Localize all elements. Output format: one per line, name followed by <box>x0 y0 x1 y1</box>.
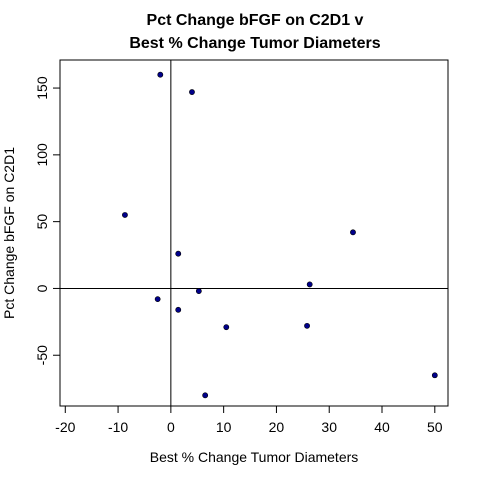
y-tick-label: 150 <box>34 76 50 100</box>
x-tick-label: 30 <box>321 419 337 435</box>
data-point <box>350 229 356 236</box>
chart-title-line-2: Best % Change Tumor Diameters <box>129 35 380 52</box>
x-tick-label: 50 <box>427 419 443 435</box>
x-tick-label: 40 <box>374 419 390 435</box>
x-axis-label: Best % Change Tumor Diameters <box>150 449 359 465</box>
x-tick-label: 0 <box>167 419 175 435</box>
y-axis-label: Pct Change bFGF on C2D1 <box>1 147 17 319</box>
y-tick-label: 0 <box>34 284 50 292</box>
reference-lines <box>60 60 448 406</box>
x-tick-label: -10 <box>108 419 128 435</box>
x-axis: -20 -10 0 10 20 30 40 50 <box>55 405 443 435</box>
y-tick-label: 50 <box>34 214 50 230</box>
y-axis: -50 0 50 100 150 <box>34 76 61 365</box>
data-point <box>154 296 161 303</box>
y-tick-label: -50 <box>34 345 50 365</box>
data-point <box>157 71 164 78</box>
data-point <box>189 89 195 95</box>
x-tick-label: -20 <box>55 419 75 435</box>
data-point <box>223 324 230 331</box>
data-point <box>195 288 202 295</box>
data-points <box>122 71 438 399</box>
data-point <box>304 322 310 329</box>
x-tick-label: 20 <box>269 419 285 435</box>
data-point <box>306 281 313 288</box>
y-tick-label: 100 <box>34 143 50 167</box>
data-point <box>175 306 182 313</box>
data-point <box>122 212 128 218</box>
chart-title-line-1: Pct Change bFGF on C2D1 v <box>147 12 364 29</box>
x-tick-label: 10 <box>216 419 232 435</box>
data-point <box>431 372 438 379</box>
data-point <box>175 250 182 257</box>
data-point <box>202 392 209 399</box>
